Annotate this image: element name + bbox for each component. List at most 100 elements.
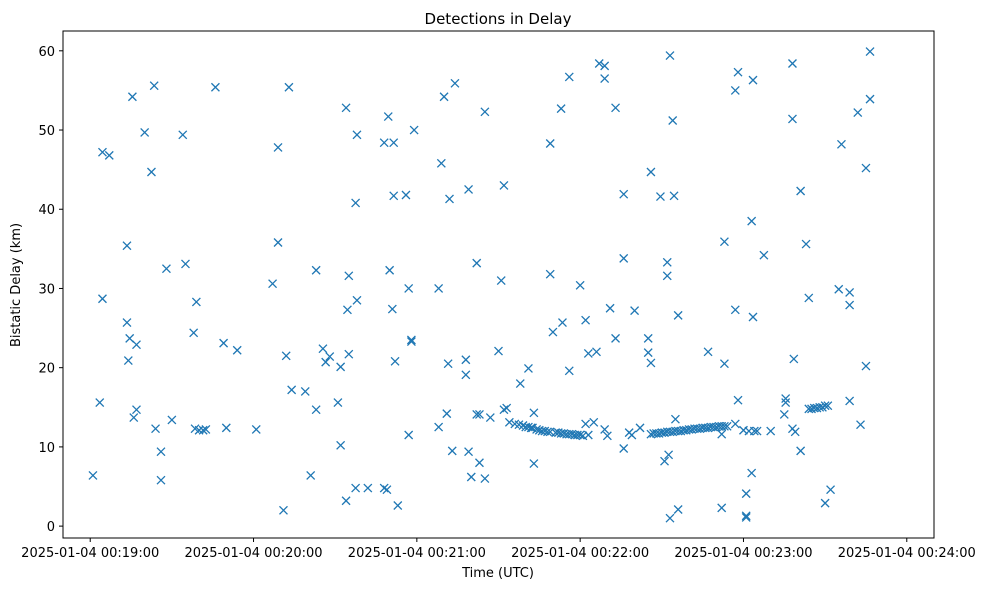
data-point: [643, 333, 653, 343]
x-tick-label: 2025-01-04 00:21:00: [348, 546, 486, 561]
data-point: [336, 362, 346, 372]
data-point: [804, 293, 814, 303]
data-point: [747, 216, 757, 226]
data-point: [389, 191, 399, 201]
x-axis-label: Time (UTC): [461, 566, 534, 581]
data-point: [306, 470, 316, 480]
data-point: [558, 318, 567, 327]
data-point: [219, 338, 229, 348]
data-point: [434, 422, 444, 432]
data-point: [480, 107, 490, 117]
y-tick-label: 10: [38, 441, 55, 456]
data-point: [311, 405, 321, 415]
data-point: [790, 427, 800, 437]
data-point: [161, 264, 171, 274]
data-point: [545, 269, 555, 279]
data-point: [600, 425, 610, 434]
data-point: [385, 265, 395, 275]
data-point: [673, 505, 683, 514]
data-point: [389, 138, 399, 148]
data-point: [826, 485, 836, 495]
data-point: [719, 421, 729, 431]
data-point: [472, 258, 482, 268]
data-point: [129, 413, 139, 423]
data-point: [741, 489, 751, 499]
plot-frame: [62, 30, 935, 539]
data-point: [730, 85, 740, 95]
data-point: [221, 423, 231, 433]
data-point: [788, 114, 797, 124]
data-point: [845, 396, 855, 406]
data-point: [325, 352, 335, 362]
data-point: [619, 189, 629, 199]
y-tick-label: 40: [38, 203, 55, 218]
data-point: [461, 355, 471, 365]
data-point: [404, 284, 414, 293]
data-point: [122, 241, 132, 251]
data-series: [88, 47, 875, 523]
data-point: [201, 425, 211, 434]
data-point: [287, 385, 297, 395]
data-point: [445, 194, 454, 204]
data-point: [156, 447, 166, 457]
data-point: [759, 250, 769, 260]
data-point: [406, 335, 416, 345]
data-point: [156, 475, 166, 485]
data-point: [401, 190, 411, 200]
data-point: [406, 337, 416, 346]
y-axis: 0 10 20 30 40 50 60: [38, 45, 63, 535]
data-point: [529, 408, 539, 418]
data-point: [273, 238, 283, 247]
data-point: [232, 345, 242, 355]
data-point: [279, 505, 288, 515]
data-point: [393, 501, 403, 510]
data-point: [781, 394, 791, 404]
data-point: [556, 104, 566, 114]
data-point: [499, 181, 509, 190]
data-point: [845, 300, 855, 310]
data-point: [861, 163, 871, 173]
data-point: [748, 75, 758, 85]
y-axis-label: Bistatic Delay (km): [9, 223, 24, 347]
data-point: [351, 483, 361, 493]
data-point: [788, 59, 797, 68]
data-point: [342, 305, 352, 315]
data-point: [515, 379, 525, 388]
data-point: [95, 398, 105, 407]
data-point: [494, 346, 503, 356]
data-point: [575, 280, 585, 290]
data-point: [281, 351, 291, 361]
data-point: [447, 446, 457, 456]
data-point: [660, 456, 669, 466]
data-point: [379, 483, 389, 493]
data-point: [147, 167, 156, 177]
data-point: [643, 348, 653, 358]
data-point: [719, 359, 729, 369]
data-point: [796, 446, 806, 456]
y-tick-label: 0: [47, 520, 55, 535]
data-point: [749, 426, 759, 436]
data-point: [311, 265, 321, 275]
data-point: [796, 186, 806, 196]
data-point: [781, 398, 791, 407]
data-point: [344, 271, 354, 281]
data-point: [600, 61, 610, 71]
data-point: [450, 78, 460, 88]
data-point: [779, 409, 789, 419]
data-point: [733, 67, 743, 77]
data-point: [703, 347, 713, 357]
data-point: [717, 429, 727, 439]
data-point: [673, 310, 683, 320]
data-point: [504, 417, 514, 427]
data-point: [409, 125, 419, 135]
data-point: [341, 496, 351, 506]
y-tick-label: 60: [38, 45, 55, 60]
data-point: [268, 279, 278, 289]
data-point: [834, 284, 844, 294]
data-point: [181, 259, 190, 269]
data-point: [198, 425, 208, 435]
data-point: [496, 276, 506, 285]
data-point: [627, 430, 637, 440]
data-point: [619, 444, 629, 453]
data-point: [341, 103, 351, 113]
